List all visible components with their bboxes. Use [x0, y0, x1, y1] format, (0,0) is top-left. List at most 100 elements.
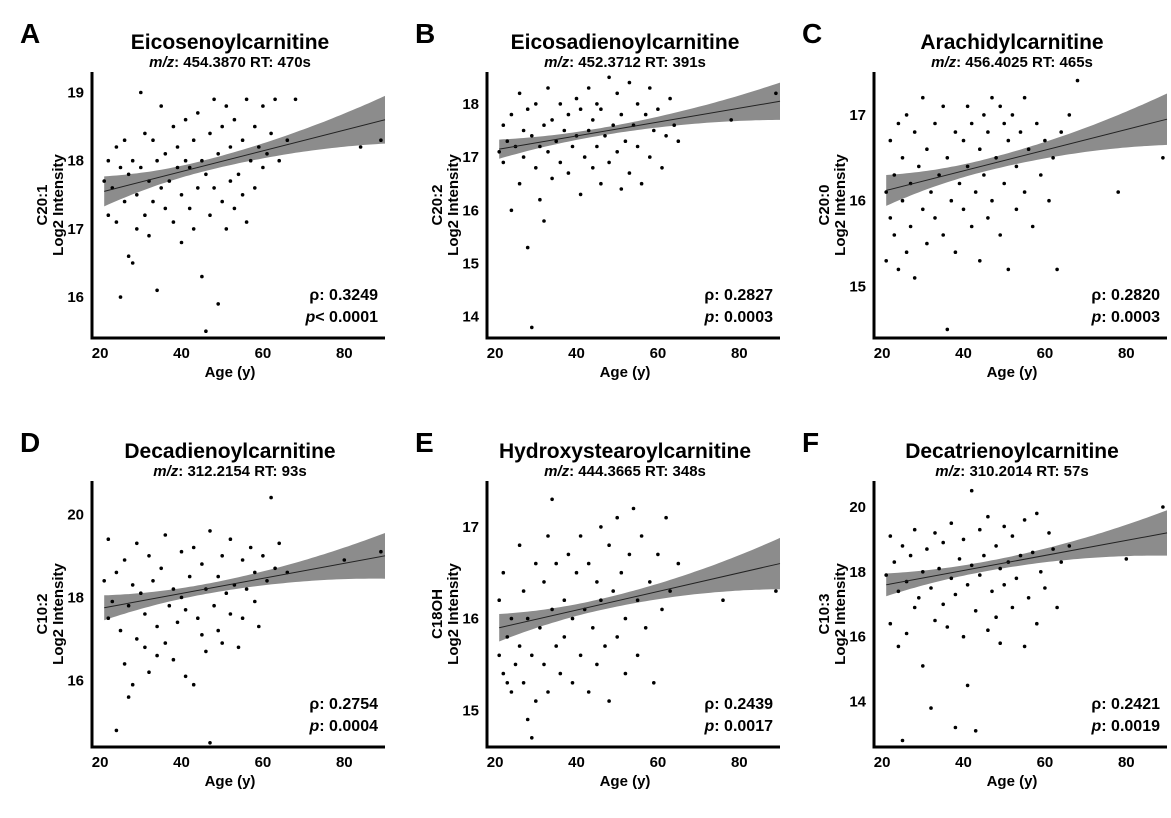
x-axis-title: Age (y): [599, 773, 651, 790]
y-axis-title-line1: C20:1: [34, 184, 51, 226]
y-axis-title: C10:2 Log2 Intensity: [34, 484, 69, 744]
data-point: [892, 560, 897, 564]
y-tick-label: 16: [67, 289, 84, 306]
data-point: [159, 104, 163, 108]
scatter-plot: 20 40 60 80 16 18 20: [67, 481, 386, 771]
data-point: [591, 626, 595, 630]
data-point: [204, 172, 208, 177]
data-point: [497, 598, 501, 602]
data-point: [949, 198, 954, 203]
x-tick-label: 40: [173, 345, 190, 362]
data-point: [122, 662, 127, 666]
y-axis-title: C18OH Log2 Intensity: [429, 484, 464, 744]
data-point: [261, 104, 265, 108]
regression-line: [499, 563, 781, 629]
data-point: [994, 615, 998, 619]
data-point: [652, 128, 656, 133]
data-point: [175, 620, 180, 625]
data-point: [550, 497, 554, 502]
data-point: [941, 104, 945, 109]
data-point: [200, 274, 204, 279]
data-point: [607, 699, 611, 703]
data-point: [664, 134, 668, 138]
data-point: [1035, 511, 1039, 516]
data-point: [196, 111, 200, 115]
data-point: [542, 219, 546, 223]
data-point: [595, 580, 599, 584]
data-point: [171, 220, 176, 224]
data-point: [143, 645, 147, 650]
data-point: [664, 515, 668, 520]
y-tick-label: 16: [849, 193, 866, 210]
data-point: [534, 561, 538, 566]
scatter-plot: 20 40 60 80 14 16 18 20: [849, 481, 1168, 771]
data-point: [1002, 524, 1006, 529]
rho-value: : 0.2820: [1101, 287, 1160, 304]
data-point: [550, 607, 554, 612]
data-point: [183, 674, 188, 679]
data-point: [159, 186, 163, 190]
scatter-plot: 20 40 60 80 15 16 17: [849, 72, 1168, 362]
data-point: [1026, 147, 1031, 151]
data-point: [892, 173, 897, 177]
data-point: [277, 158, 282, 163]
data-point: [1030, 224, 1035, 229]
data-point: [273, 97, 277, 102]
data-point: [591, 166, 595, 170]
regression-line: [104, 119, 386, 192]
data-point: [570, 144, 575, 149]
y-axis-title-line2: Log2 Intensity: [832, 154, 849, 256]
data-point: [973, 609, 978, 613]
data-point: [122, 558, 127, 562]
y-tick-label: 16: [462, 202, 479, 219]
data-point: [183, 608, 188, 612]
data-point: [187, 165, 192, 170]
chart-subtitle: m/z: 312.2154 RT: 93s: [80, 464, 380, 479]
data-point: [672, 123, 676, 127]
data-point: [155, 653, 159, 658]
data-point: [929, 706, 933, 710]
data-point: [896, 121, 901, 126]
p-label: p: [704, 309, 715, 326]
data-point: [1043, 586, 1047, 590]
data-point: [525, 616, 530, 621]
data-point: [191, 545, 196, 550]
regression-line: [499, 100, 781, 150]
data-point: [961, 138, 966, 143]
p-label: p: [305, 309, 316, 326]
stats-box: ρ: 0.2421 p: 0.0019: [1091, 694, 1160, 738]
data-point: [953, 250, 958, 254]
data-point: [1035, 621, 1039, 626]
panel-label: E: [415, 427, 434, 458]
chart-subtitle: m/z: 454.3870 RT: 470s: [80, 55, 380, 70]
data-point: [1022, 644, 1027, 649]
data-point: [191, 227, 196, 231]
data-point: [603, 134, 607, 138]
confidence-band: [886, 510, 1167, 597]
x-tick-label: 40: [568, 345, 585, 362]
data-point: [1051, 156, 1055, 160]
data-point: [538, 197, 542, 202]
data-point: [285, 138, 290, 142]
data-point: [607, 160, 611, 165]
p-line: p: 0.0003: [704, 307, 774, 329]
data-point: [244, 587, 249, 591]
data-point: [179, 240, 184, 245]
data-point: [273, 566, 277, 571]
mz-value: : 452.3712 RT: 391s: [569, 54, 706, 71]
y-axis-title-line2: Log2 Intensity: [50, 563, 67, 665]
rho-label: ρ: [1091, 287, 1102, 304]
data-point: [1018, 130, 1023, 134]
data-point: [656, 552, 660, 557]
p-value: : 0.0019: [1101, 718, 1160, 735]
x-tick-label: 60: [650, 754, 667, 771]
y-axis-title: C20:2 Log2 Intensity: [429, 75, 464, 335]
data-point: [965, 683, 970, 688]
data-point: [530, 134, 534, 138]
data-point: [171, 124, 176, 129]
x-tick-label: 80: [731, 754, 748, 771]
chart-subtitle: m/z: 452.3712 RT: 391s: [475, 55, 775, 70]
data-point: [183, 117, 188, 122]
data-point: [130, 583, 135, 587]
data-point: [978, 527, 982, 532]
